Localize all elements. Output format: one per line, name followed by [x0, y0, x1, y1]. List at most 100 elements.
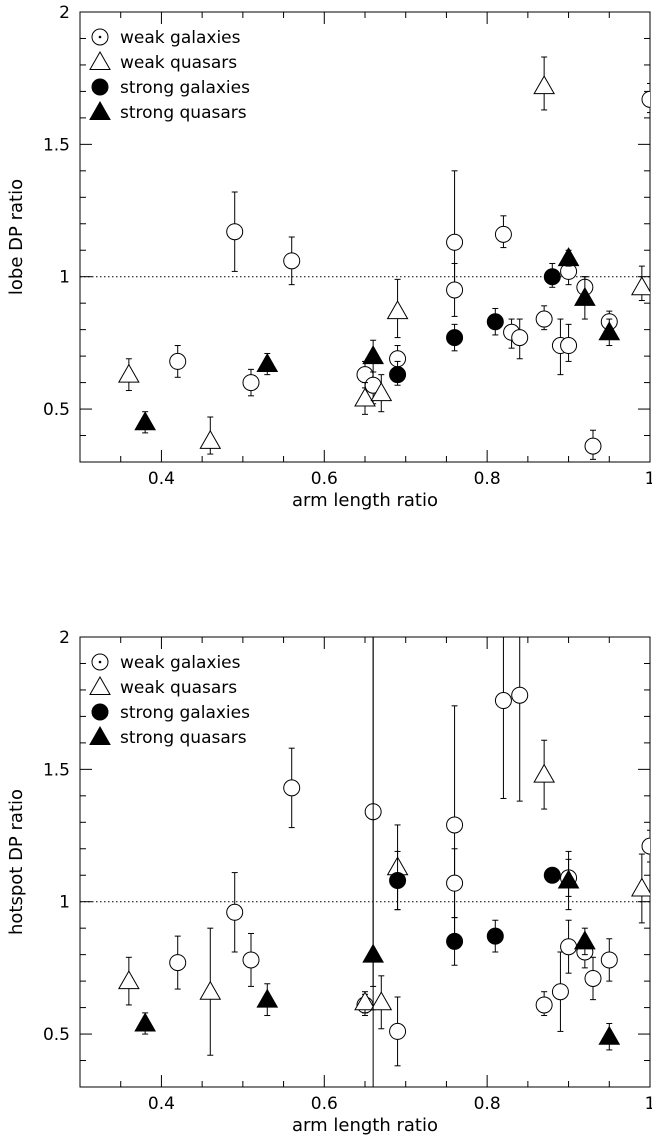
hotspot-dp-panel: 0.4 0.6 0.8 1 0.5 1 1.5 2 arm length ratio hotspo…: [6, 628, 652, 1136]
series-weak-galaxies: [169, 637, 650, 1067]
y-tick-label: 2: [59, 3, 70, 23]
data-point: [533, 763, 556, 783]
data-point: [199, 429, 222, 449]
data-point: [551, 983, 569, 1001]
data-point: [543, 268, 561, 286]
y-tick-label: 1: [59, 268, 70, 288]
data-point: [117, 363, 140, 383]
legend-marker: [89, 725, 111, 745]
data-point: [117, 970, 140, 990]
data-point: [486, 313, 504, 331]
data-point: [354, 387, 376, 407]
x-tick-label: 0.6: [311, 469, 338, 489]
legend-label: strong galaxies: [120, 703, 250, 723]
data-point: [256, 988, 279, 1008]
data-point: [494, 225, 512, 243]
data-point: [641, 90, 650, 108]
data-point: [446, 233, 464, 251]
data-point: [283, 779, 301, 797]
data-point: [584, 969, 602, 987]
series-weak-quasars: [117, 56, 650, 455]
data-point: [535, 996, 553, 1014]
plot-area: [117, 637, 650, 1087]
data-point: [362, 345, 385, 365]
x-tick-label: 0.8: [474, 1094, 501, 1114]
legend-marker-dot: [98, 35, 102, 39]
y-tick-label: 1: [59, 893, 70, 913]
data-point: [560, 938, 578, 956]
data-point: [630, 276, 650, 296]
data-point: [370, 382, 393, 402]
y-axis-label: hotspot DP ratio: [6, 789, 27, 935]
data-point: [535, 310, 553, 328]
data-point: [256, 353, 279, 373]
data-point: [573, 286, 596, 306]
series-strong-quasars: [134, 637, 621, 1087]
data-point: [370, 991, 393, 1011]
data-point: [641, 837, 650, 855]
data-point: [446, 874, 464, 892]
data-point: [242, 374, 260, 392]
legend-marker: [91, 78, 109, 96]
data-point: [134, 1012, 157, 1032]
data-point: [389, 366, 407, 384]
data-point: [446, 816, 464, 834]
data-point: [446, 329, 464, 347]
data-point: [389, 1022, 407, 1040]
data-point: [600, 951, 618, 969]
data-point: [557, 247, 580, 267]
x-tick-label: 0.4: [148, 469, 175, 489]
data-point: [486, 927, 504, 945]
data-point: [199, 980, 222, 1000]
data-point: [169, 352, 187, 370]
data-point: [560, 337, 578, 355]
legend-label: strong quasars: [120, 728, 247, 748]
legend-marker: [89, 675, 111, 695]
data-point: [242, 951, 260, 969]
legend-label: weak quasars: [120, 678, 237, 698]
y-tick-label: 0.5: [43, 1025, 70, 1045]
series-strong-galaxies: [389, 262, 561, 386]
data-point: [584, 437, 602, 455]
legend-marker: [89, 50, 111, 70]
series-weak-galaxies: [169, 82, 650, 460]
series-strong-quasars: [134, 247, 621, 434]
y-axis-label: lobe DP ratio: [6, 179, 27, 295]
data-point: [283, 252, 301, 270]
data-point: [226, 903, 244, 921]
data-point: [573, 930, 596, 950]
x-tick-label: 0.4: [148, 1094, 175, 1114]
data-point: [598, 321, 621, 341]
data-point: [598, 1025, 621, 1045]
legend-marker: [89, 100, 111, 120]
y-tick-label: 2: [59, 628, 70, 648]
data-point: [511, 686, 529, 704]
y-tick-label: 0.5: [43, 400, 70, 420]
y-tick-label: 1.5: [43, 135, 70, 155]
data-point: [630, 877, 650, 897]
data-point: [354, 991, 376, 1011]
legend-label: weak quasars: [120, 53, 237, 73]
data-point: [226, 223, 244, 241]
data-point: [543, 866, 561, 884]
legend-marker-dot: [98, 660, 102, 664]
data-point: [389, 872, 407, 890]
plot-area: [117, 56, 650, 460]
data-point: [134, 411, 157, 431]
legend-marker: [91, 703, 109, 721]
y-tick-label: 1.5: [43, 760, 70, 780]
legend: weak galaxies weak quasars strong galaxies…: [89, 653, 250, 748]
legend-label: strong quasars: [120, 103, 247, 123]
series-strong-galaxies: [389, 850, 561, 966]
data-point: [533, 75, 556, 95]
legend-label: strong galaxies: [120, 78, 250, 98]
legend-label: weak galaxies: [120, 28, 241, 48]
x-tick-label: 0.6: [311, 1094, 338, 1114]
data-point: [446, 281, 464, 299]
data-point: [362, 943, 385, 963]
data-point: [494, 692, 512, 710]
data-point: [446, 932, 464, 950]
data-point: [169, 954, 187, 972]
x-tick-label: 1: [645, 469, 652, 489]
